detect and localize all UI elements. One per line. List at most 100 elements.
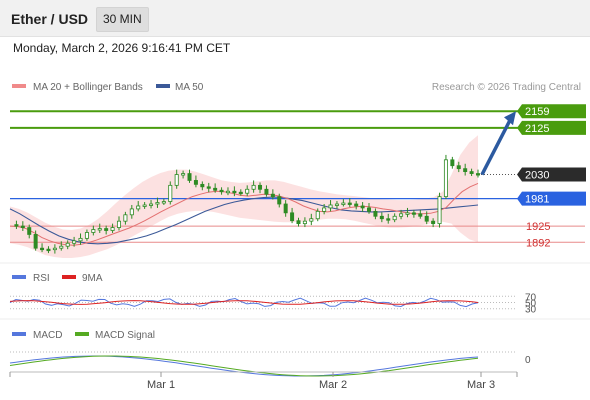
macd-legend-swatch: [12, 332, 26, 336]
timeframe-badge[interactable]: 30 MIN: [96, 7, 149, 32]
candle-body: [431, 220, 436, 225]
current-tag-2030: [517, 167, 586, 182]
rsi-ma-legend-swatch: [62, 275, 76, 279]
candle-body: [475, 173, 480, 176]
candle-body: [213, 187, 218, 191]
instrument-title: Ether / USD: [11, 11, 89, 27]
candle-body: [20, 225, 25, 228]
credit-label: Research © 2026 Trading Central: [432, 82, 581, 93]
macd-signal-legend-label: MACD Signal: [95, 330, 155, 341]
timestamp-label: Monday, March 2, 2026 9:16:41 PM CET: [13, 41, 231, 55]
candle-body: [443, 159, 448, 198]
ma20-legend-label: MA 20 + Bollinger Bands: [33, 82, 143, 93]
candle-body: [40, 247, 45, 251]
ma20-line: [9, 182, 479, 246]
candle-body: [424, 215, 429, 222]
candle-body: [296, 220, 301, 225]
candle-body: [136, 205, 141, 210]
candle-body: [72, 240, 77, 244]
candle-body: [437, 196, 442, 225]
candle-body: [379, 215, 384, 220]
candle-body: [149, 203, 154, 206]
candle-body: [277, 196, 282, 205]
candle-body: [245, 188, 250, 194]
candle-body: [450, 159, 455, 167]
rsi-line: [9, 297, 479, 308]
candle-body: [302, 220, 307, 225]
candle-body: [84, 232, 89, 239]
candle-body: [225, 190, 230, 194]
candle-body: [52, 247, 57, 251]
candle-body: [386, 218, 391, 221]
candle-body: [334, 203, 339, 206]
projection-arrow-shaft: [480, 119, 512, 176]
candle-body: [328, 204, 333, 209]
candle-body: [174, 174, 179, 186]
candle-body: [46, 248, 51, 252]
candle-body: [187, 173, 192, 181]
candle-body: [322, 207, 327, 212]
candle-body: [116, 220, 121, 228]
time-axis-label: Mar 1: [147, 379, 175, 391]
macd-line: [9, 355, 479, 377]
macd-legend-label: MACD: [33, 330, 62, 341]
candle-body: [399, 213, 404, 217]
candle-body: [161, 201, 166, 204]
candle-body: [341, 202, 346, 205]
candle-body: [270, 193, 275, 198]
candle-body: [110, 227, 115, 231]
time-axis-label: Mar 2: [319, 379, 347, 391]
candle-body: [129, 208, 134, 216]
candle-body: [181, 173, 186, 176]
candle-body: [27, 227, 32, 235]
candle-body: [469, 171, 474, 174]
pivot-label-1981: 1981: [525, 194, 549, 206]
candle-body: [264, 188, 269, 195]
projection-arrow-head: [504, 111, 516, 126]
candle-body: [373, 210, 378, 217]
candle-body: [418, 213, 423, 217]
resistance-tag-2159: [517, 104, 586, 119]
candle-body: [315, 210, 320, 220]
candle-body: [309, 218, 314, 222]
macd-signal-legend-swatch: [75, 332, 89, 336]
resistance-tag-2125: [517, 120, 586, 135]
candle-body: [155, 202, 160, 205]
macd-tick-label: 0: [525, 355, 531, 366]
candle-body: [360, 205, 365, 209]
candle-body: [123, 214, 128, 222]
pivot-tag-1981: [517, 191, 586, 206]
candle-body: [456, 165, 461, 170]
ma50-legend-label: MA 50: [175, 82, 204, 93]
candle-body: [193, 180, 198, 185]
rsi-tick-label: 70: [525, 292, 537, 303]
candle-body: [354, 203, 359, 207]
candle-body: [142, 204, 147, 207]
candle-body: [78, 237, 83, 242]
rsi-tick-label: 30: [525, 305, 537, 316]
rsi-ma-legend-label: 9MA: [82, 273, 103, 284]
support-label-1925: 1925: [526, 221, 550, 233]
candle-body: [347, 202, 352, 205]
rsi-ma-line: [9, 300, 479, 305]
macd-signal-line: [9, 355, 479, 377]
candle-body: [232, 190, 237, 194]
rsi-tick-label: 50: [525, 299, 537, 310]
resistance-label-2125: 2125: [525, 123, 549, 135]
candle-body: [251, 184, 256, 190]
candle-body: [405, 212, 410, 215]
time-axis-label: Mar 3: [467, 379, 495, 391]
candle-body: [290, 212, 295, 222]
ma50-line: [9, 196, 479, 245]
candle-body: [91, 229, 96, 233]
chart-header: Ether / USD 30 MIN: [0, 0, 590, 37]
candle-body: [168, 184, 173, 202]
current-label-2030: 2030: [525, 170, 549, 182]
candle-body: [14, 224, 19, 227]
candle-body: [59, 245, 64, 249]
candle-body: [200, 183, 205, 188]
candle-body: [392, 215, 397, 221]
resistance-label-2159: 2159: [525, 106, 549, 118]
candle-body: [97, 228, 102, 231]
